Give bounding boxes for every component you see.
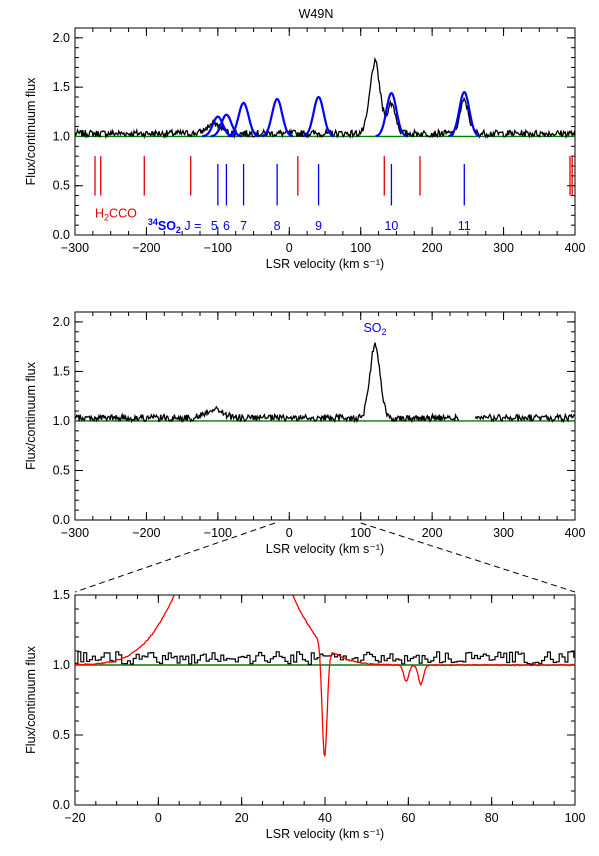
x-tick-label: 100 (565, 811, 586, 825)
so2-34-j-number: 10 (384, 219, 398, 233)
x-tick-label: −100 (204, 526, 232, 540)
so2-34-label-main: SO (158, 219, 176, 233)
plot-frame (74, 594, 576, 806)
x-axis-label: LSR velocity (km s⁻¹) (266, 542, 384, 556)
y-tick-label: 1.5 (53, 588, 70, 602)
y-tick-label: 1.5 (53, 80, 70, 94)
panel-top: −300 −200 −100 0 100 200 300 400 0.0 0.5 1.0 1.5 2.0… (24, 27, 586, 271)
y-tick-label: 0.0 (53, 798, 70, 812)
x-tick-label: 400 (565, 241, 586, 255)
zoom-line-right (360, 522, 576, 593)
y-tick-label: 0.0 (53, 228, 70, 242)
x-tick-label: 100 (350, 526, 371, 540)
x-tick-label: 20 (235, 811, 249, 825)
y-axis-label: Flux/continuum flux (24, 361, 38, 469)
so2-34-label-rest: J = (181, 219, 202, 233)
y-tick-label: 2.0 (53, 31, 70, 45)
so2-34-model-line (261, 97, 294, 138)
so2-34-model-line (375, 91, 408, 138)
so2-34-j-number: 6 (223, 219, 230, 233)
so2-label-sub: 2 (382, 327, 387, 337)
observed-spectrum (74, 56, 576, 140)
so2-34-j-number: 7 (240, 219, 247, 233)
x-tick-label: 0 (286, 526, 293, 540)
so2-34-j-number: 8 (274, 219, 281, 233)
y-tick-label: 0.5 (53, 728, 70, 742)
panel-bottom: −20 0 20 40 60 80 100 0.0 0.5 1.0 1.5 LSR velocity … (24, 588, 585, 841)
so2-34-model-line (210, 113, 243, 138)
so2-34-model-line (227, 101, 260, 138)
x-tick-label: −200 (132, 526, 160, 540)
x-tick-label: 60 (401, 811, 415, 825)
so2-34-model-line (302, 95, 335, 138)
x-tick-label: 200 (422, 526, 443, 540)
model-spectrum (74, 595, 576, 757)
so2-34-label: 34SO2 J = (148, 217, 202, 235)
y-tick-label: 0.5 (53, 179, 70, 193)
observed-spectrum (74, 342, 575, 424)
x-tick-label: 300 (493, 526, 514, 540)
so2-34-label-sub: 2 (176, 225, 181, 235)
so2-34-j-number: 5 (211, 219, 218, 233)
y-axis-label: Flux/continuum flux (24, 645, 38, 753)
x-tick-label: 40 (318, 811, 332, 825)
y-tick-label: 1.5 (53, 364, 70, 378)
x-tick-label: −300 (61, 526, 89, 540)
so2-34-model-line (448, 90, 481, 138)
y-tick-label: 1.0 (53, 414, 70, 428)
x-tick-label: 300 (493, 241, 514, 255)
so2-label-main: SO (363, 321, 381, 335)
y-tick-label: 1.0 (53, 658, 70, 672)
y-axis-label: Flux/continuum flux (24, 77, 38, 185)
x-tick-label: −300 (61, 241, 89, 255)
y-tick-label: 0.5 (53, 463, 70, 477)
x-tick-label: −200 (132, 241, 160, 255)
y-tick-label: 2.0 (53, 315, 70, 329)
h2cco-label-h: H (95, 206, 104, 220)
x-tick-label: 400 (565, 526, 586, 540)
x-tick-label: 200 (422, 241, 443, 255)
observed-spectrum-histogram (75, 651, 575, 665)
h2cco-label-sub: 2 (104, 212, 109, 222)
x-tick-label: 0 (286, 241, 293, 255)
x-tick-label: −100 (204, 241, 232, 255)
x-axis-label: LSR velocity (km s⁻¹) (266, 827, 384, 841)
x-tick-label: 80 (485, 811, 499, 825)
h2cco-label-rest: CCO (109, 206, 137, 220)
x-axis-label: LSR velocity (km s⁻¹) (266, 257, 384, 271)
figure-title: W49N (299, 7, 334, 21)
zoom-line-left (74, 522, 276, 593)
so2-label: SO2 (363, 321, 386, 337)
zoom-connector (74, 522, 576, 593)
so2-34-j-number: 11 (458, 219, 471, 233)
y-tick-label: 1.0 (53, 129, 70, 143)
h2cco-label: H2CCO (95, 206, 137, 222)
y-tick-label: 0.0 (53, 513, 70, 527)
x-tick-label: 0 (155, 811, 162, 825)
so2-34-model-line (201, 115, 234, 138)
panel-middle: −300 −200 −100 0 100 200 300 400 0.0 0.5 1.0 1.5 2.0… (24, 311, 586, 556)
x-tick-label: −20 (64, 811, 85, 825)
x-tick-label: 100 (350, 241, 371, 255)
so2-34-label-sup: 34 (148, 217, 158, 227)
so2-34-j-number: 9 (315, 219, 322, 233)
